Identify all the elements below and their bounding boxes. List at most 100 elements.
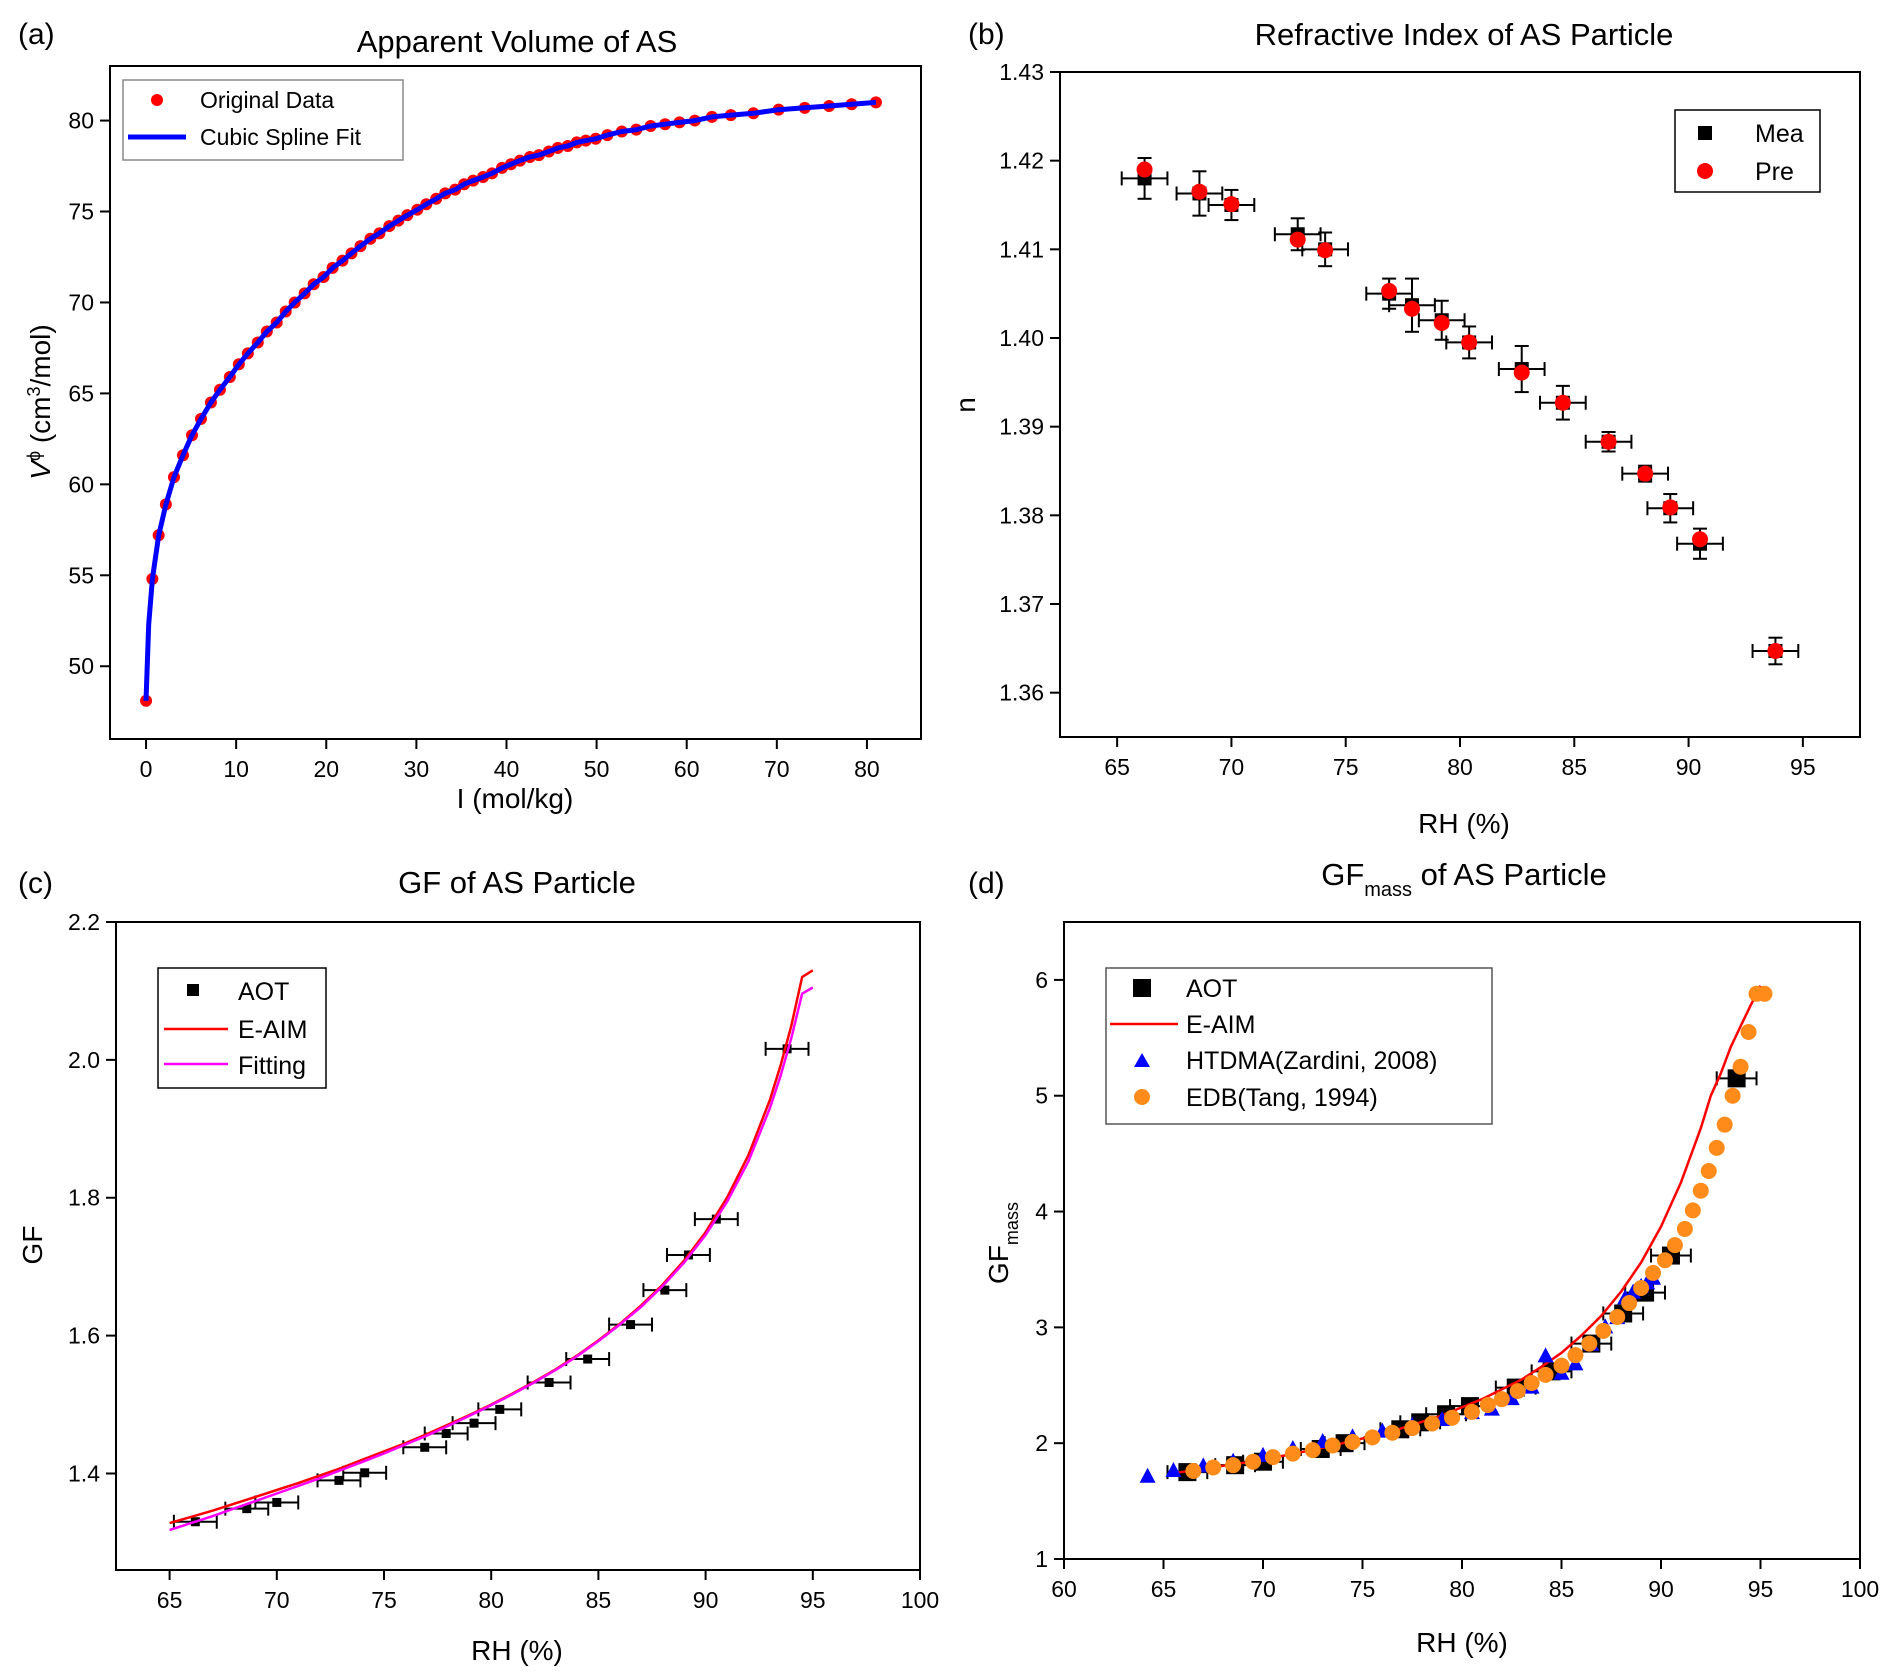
point-edb-tang-1994 [1732,1058,1749,1075]
y-tick-label: 1.40 [999,325,1044,351]
x-tick-label: 10 [223,756,249,782]
panel-a-ylabel-unit: (cm [25,397,56,451]
legend-label-htdma: HTDMA(Zardini, 2008) [1186,1047,1437,1075]
panel-d-xlabel: RH (%) [1416,1627,1508,1658]
y-tick-label: 60 [68,471,94,497]
panel-a-ylabel: Vϕ (cm3/mol) [24,324,56,479]
y-tick-label: 1.43 [999,59,1044,85]
panel-a-xlabel: I (mol/kg) [457,783,574,814]
panel-a-legend-box [122,79,404,161]
point-edb-tang-1994 [1424,1415,1441,1432]
panel-d-legend: AOT E-AIM HTDMA(Zardini, 2008) EDB(Tang,… [1105,967,1493,1125]
point-pre [1513,364,1530,381]
series-line-cubic-spline-fit [143,99,877,701]
x-tick-label: 85 [586,1587,612,1613]
legend-marker-original-data [151,94,163,106]
y-tick-label: 1.38 [999,502,1044,528]
legend-label-edb: EDB(Tang, 1994) [1186,1084,1378,1112]
y-tick-label: 2 [1035,1430,1048,1456]
point-pre [1554,394,1571,411]
point-pre [1191,183,1208,200]
panel-a-data [140,96,882,707]
panel-b: (b) Refractive Index of AS Particle RH (… [950,17,1861,839]
point-edb-tang-1994 [1404,1420,1421,1437]
x-tick-label: 0 [140,756,153,782]
panel-a-ylabel-base: V [25,459,56,480]
panel-c-xlabel: RH (%) [471,1635,563,1666]
point-pre [1136,161,1153,178]
point-edb-tang-1994 [1225,1457,1242,1474]
panel-b-ylabel: n [950,397,981,413]
point-pre [1381,283,1398,300]
panel-d: (d) GFmass of AS Particle RH (%) GFmass … [968,857,1879,1658]
panel-b-legend-box [1674,109,1821,193]
point-edb-tang-1994 [1676,1220,1693,1237]
x-tick-label: 75 [1333,754,1359,780]
y-tick-label: 75 [68,199,94,225]
panel-b-legend: Mea Pre [1674,109,1821,193]
x-tick-label: 20 [313,756,339,782]
panel-c-title: GF of AS Particle [398,865,636,900]
point-aot [469,1418,479,1428]
panel-d-ylabel: GFmass [983,1202,1022,1284]
x-tick-label: 80 [1447,754,1473,780]
x-tick-label: 50 [584,756,610,782]
panel-c-legend: AOT E-AIM Fitting [157,967,327,1089]
point-edb-tang-1994 [1581,1335,1598,1352]
y-tick-label: 1.42 [999,148,1044,174]
legend-label-aot-d: AOT [1186,975,1237,1003]
legend-marker-pre [1697,163,1713,179]
point-pre [1692,531,1708,548]
x-tick-label: 90 [1676,754,1702,780]
point-pre [1317,242,1334,259]
point-pre [1600,433,1617,450]
x-tick-label: 90 [1648,1576,1674,1602]
legend-label-aot-c: AOT [238,978,289,1006]
x-tick-label: 100 [1841,1576,1879,1602]
y-tick-label: 55 [68,562,94,588]
point-aot [360,1468,370,1478]
x-tick-label: 65 [157,1587,183,1613]
point-edb-tang-1994 [1621,1295,1638,1312]
legend-label-pre: Pre [1755,158,1794,186]
legend-label-fitting: Fitting [238,1052,306,1080]
panel-a-title: Apparent Volume of AS [357,24,678,59]
x-tick-label: 100 [901,1587,939,1613]
point-edb-tang-1994 [1284,1445,1301,1462]
legend-marker-aot-d [1133,979,1151,997]
x-tick-label: 70 [764,756,790,782]
panel-b-data [1120,157,1800,666]
panel-b-label: (b) [968,18,1005,51]
x-tick-label: 70 [264,1587,290,1613]
point-edb-tang-1994 [1324,1437,1341,1454]
point-aot [272,1497,282,1507]
x-tick-label: 95 [800,1587,826,1613]
point-pre [1461,334,1478,351]
point-aot [626,1320,636,1330]
point-edb-tang-1994 [1692,1182,1709,1199]
point-edb-tang-1994 [1645,1264,1662,1281]
y-tick-label: 1.37 [999,591,1044,617]
x-tick-label: 70 [1219,754,1245,780]
point-pre [1433,314,1450,331]
x-tick-label: 30 [404,756,430,782]
legend-marker-htdma [1134,1053,1150,1067]
panel-c-data [169,969,814,1532]
panel-a-axes-frame [109,65,922,740]
point-aot [495,1404,505,1414]
panel-d-title-rest: of AS Particle [1412,857,1607,892]
y-tick-label: 70 [68,289,94,315]
point-edb-tang-1994 [1384,1424,1401,1441]
point-htdma-zardini-2008 [1139,1467,1156,1483]
y-tick-label: 1 [1035,1546,1048,1572]
x-tick-label: 80 [1449,1576,1475,1602]
y-tick-label: 1.39 [999,414,1044,440]
panel-a-ylabel-unit-sup: 3 [24,387,44,397]
point-edb-tang-1994 [1666,1237,1683,1254]
y-tick-label: 50 [68,653,94,679]
panel-c-ticks: 65 70 75 80 85 90 95 100 1.4 1.6 1.8 2.0 2.2 [68,909,939,1613]
y-tick-label: 6 [1035,967,1048,993]
panel-d-title-sub: mass [1364,879,1412,901]
panel-c-ylabel: GF [17,1226,48,1265]
point-edb-tang-1994 [1716,1116,1733,1133]
